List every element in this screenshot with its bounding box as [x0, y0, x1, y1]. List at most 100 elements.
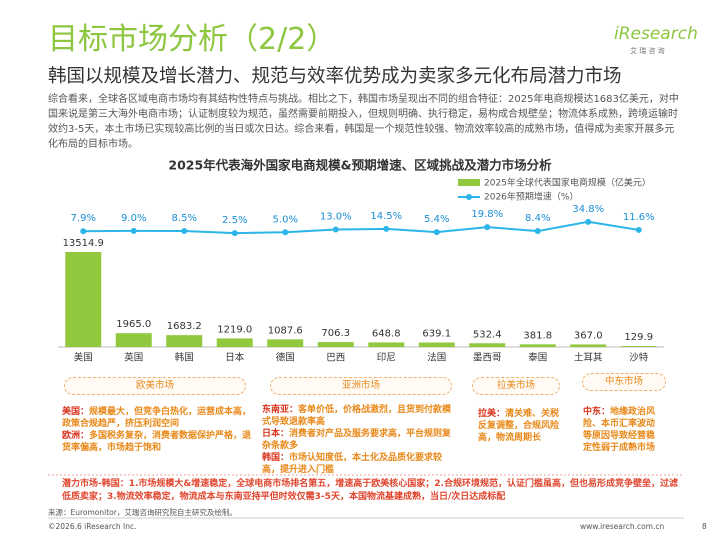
growth-point [231, 230, 238, 237]
subtitle: 韩国以规模及增长潜力、规范与效率优势成为卖家多元化布局潜力市场 [48, 66, 622, 87]
growth-point [282, 229, 289, 236]
item-label: 日本： [262, 429, 290, 439]
growth-point [130, 227, 137, 234]
region-pill: 拉美市场 [472, 377, 560, 395]
item-label: 拉美： [478, 409, 506, 419]
item-label: 美国： [62, 407, 90, 417]
item-text: 地缘政治风险、本币汇率波动等原因导致经营稳定性弱于成熟市场 [583, 407, 656, 453]
copyright: ©2026.6 iResearch Inc. [48, 522, 137, 531]
item-text: 规模最大，但竞争白热化，运营成本高，政策合规趋严，挤压利润空间 [62, 407, 252, 429]
bar-value-label: 639.1 [422, 329, 451, 340]
region-block: 美国：规模最大，但竞争白热化，运营成本高，政策合规趋严，挤压利润空间 欧洲：多国税… [62, 406, 256, 454]
growth-label: 5.0% [273, 214, 298, 225]
bar-value-label: 1683.2 [167, 321, 202, 332]
legend: 2025年全球代表国家电商规模（亿美元） 2026年预期增速（%） [458, 177, 651, 203]
item-label: 欧洲： [62, 431, 90, 441]
item-text: 市场认知度低，本土化及品质化要求较高，提升进入门槛 [262, 453, 443, 475]
region-item: 欧洲：多国税务复杂，消费者数据保护严格，退货率偏高，市场趋于饱和 [62, 430, 256, 454]
logo-sub: 艾 瑞 咨 询 [630, 47, 665, 55]
bar-value-label: 367.0 [574, 330, 603, 341]
item-label: 中东： [583, 407, 611, 417]
legend-label: 2025年全球代表国家电商规模（亿美元） [484, 177, 651, 189]
growth-label: 7.9% [71, 213, 96, 224]
growth-label: 8.4% [525, 213, 550, 224]
bar-value-label: 1965.0 [116, 319, 151, 330]
bar [570, 344, 607, 347]
summary: 潜力市场-韩国：1.市场规模大&增速稳定，全球电商市场排名第五，增速高于欧美核心… [62, 478, 686, 504]
region-pill: 欧美市场 [64, 377, 246, 395]
growth-line [83, 220, 639, 235]
growth-point [534, 228, 541, 235]
bar [166, 335, 203, 347]
bar-value-label: 1219.0 [217, 324, 252, 335]
bar [519, 344, 556, 347]
item-label: 韩国： [262, 453, 290, 463]
bar [65, 252, 102, 347]
growth-point [433, 229, 440, 236]
chart-title: 2025年代表海外国家电商规模&预期增速、区域挑战及潜力市场分析 [168, 158, 552, 173]
x-tick-label: 英国 [124, 352, 143, 364]
bar-value-label: 706.3 [321, 328, 350, 339]
x-tick-label: 法国 [427, 352, 446, 364]
region-item: 中东：地缘政治风险、本币汇率波动等原因导致经营稳定性弱于成熟市场 [583, 406, 663, 454]
bar [115, 333, 152, 347]
logo: iResearch [614, 24, 698, 44]
growth-label: 2.5% [222, 215, 247, 226]
bar [267, 339, 304, 347]
page-title: 目标市场分析（2/2） [48, 22, 337, 57]
x-tick-label: 沙特 [629, 352, 649, 364]
bar-value-label: 13514.9 [63, 238, 104, 249]
growth-point [635, 226, 642, 233]
region-item: 拉美：清关难、关税反复调整，合规风险高，物流周期长 [478, 408, 568, 444]
bar-value-label: 129.9 [624, 332, 653, 343]
growth-label: 8.5% [172, 213, 197, 224]
region-block: 中东：地缘政治风险、本币汇率波动等原因导致经营稳定性弱于成熟市场 [583, 406, 663, 454]
intro: 综合看来，全球各区域电商市场均有其结构性特点与挑战。相比之下，韩国市场呈现出不同… [48, 94, 679, 150]
item-label: 东南亚： [262, 405, 299, 415]
region-item: 东南亚：客单价低，价格战激烈，且货到付款模式导致退款率高 [262, 404, 458, 428]
region-item: 美国：规模最大，但竞争白热化，运营成本高，政策合规趋严，挤压利润空间 [62, 406, 256, 430]
item-text: 消费者对产品及服务要求高，平台规则复杂条款多 [262, 429, 452, 451]
bar-value-label: 1087.6 [268, 325, 303, 336]
summary-text: 1.市场规模大&增速稳定，全球电商市场排名第五，增速高于欧美核心国家；2.合规环… [62, 479, 678, 502]
growth-point [80, 228, 87, 235]
region-pill: 中东市场 [582, 373, 666, 391]
bar-value-label: 532.4 [473, 329, 502, 340]
x-tick-label: 美国 [74, 352, 93, 364]
x-tick-label: 泰国 [528, 352, 547, 364]
growth-label: 13.0% [320, 211, 352, 222]
item-text: 客单价低，价格战激烈，且货到付款模式导致退款率高 [262, 405, 452, 427]
x-tick-label: 印尼 [377, 352, 396, 364]
region-item: 韩国：市场认知度低，本土化及品质化要求较高，提升进入门槛 [262, 452, 458, 476]
growth-point [383, 225, 390, 232]
growth-label: 5.4% [424, 214, 449, 225]
bar [368, 342, 405, 347]
growth-point [484, 224, 491, 231]
growth-point [181, 228, 188, 235]
growth-label: 34.8% [572, 204, 604, 215]
legend-swatch [458, 179, 480, 186]
region-item: 日本：消费者对产品及服务要求高，平台规则复杂条款多 [262, 428, 458, 452]
x-tick-label: 日本 [225, 352, 245, 364]
x-tick-label: 土耳其 [574, 352, 603, 364]
legend-swatch [466, 194, 472, 200]
source: 来源：Euromonitor，艾瑞咨询研究院自主研究及绘制。 [48, 508, 237, 517]
x-tick-label: 墨西哥 [473, 353, 502, 364]
growth-label: 19.8% [471, 209, 503, 220]
region-pill: 亚洲市场 [270, 377, 452, 395]
bar-value-label: 648.8 [372, 328, 401, 339]
growth-point [585, 218, 592, 225]
x-tick-label: 韩国 [175, 352, 194, 364]
x-tick-label: 巴西 [326, 353, 345, 364]
bar [418, 342, 455, 347]
growth-label: 14.5% [370, 211, 402, 222]
bar [216, 338, 253, 347]
bar [469, 343, 506, 347]
bar-value-label: 381.8 [523, 330, 552, 341]
item-text: 多国税务复杂，消费者数据保护严格，退货率偏高，市场趋于饱和 [62, 431, 252, 453]
page-number: 8 [702, 522, 707, 531]
x-tick-label: 德国 [276, 352, 295, 364]
bar [620, 346, 657, 347]
